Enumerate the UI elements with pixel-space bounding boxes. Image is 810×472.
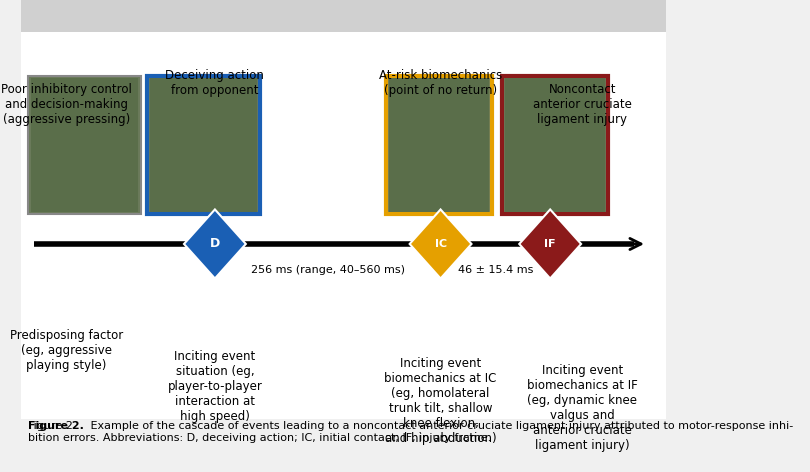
Text: At-risk biomechanics
(point of no return): At-risk biomechanics (point of no return… (379, 69, 502, 97)
FancyBboxPatch shape (147, 76, 260, 214)
FancyBboxPatch shape (28, 76, 141, 214)
FancyBboxPatch shape (502, 76, 608, 214)
Text: IF: IF (544, 239, 556, 249)
Text: D: D (210, 237, 220, 251)
FancyBboxPatch shape (505, 78, 605, 212)
Polygon shape (184, 210, 246, 278)
Polygon shape (410, 210, 471, 278)
Text: Deceiving action
from opponent: Deceiving action from opponent (165, 69, 264, 97)
Text: Figure 2.: Figure 2. (28, 421, 83, 431)
Text: Inciting event
situation (eg,
player-to-player
interaction at
high speed): Inciting event situation (eg, player-to-… (168, 350, 262, 423)
Text: 46 ± 15.4 ms: 46 ± 15.4 ms (458, 265, 533, 275)
FancyBboxPatch shape (31, 78, 138, 212)
FancyBboxPatch shape (22, 0, 666, 32)
FancyBboxPatch shape (389, 78, 489, 212)
Text: Poor inhibitory control
and decision-making
(aggressive pressing): Poor inhibitory control and decision-mak… (1, 83, 132, 126)
Text: Figure 2.    Example of the cascade of events leading to a noncontact anterior c: Figure 2. Example of the cascade of even… (28, 421, 793, 443)
Text: Predisposing factor
(eg, aggressive
playing style): Predisposing factor (eg, aggressive play… (10, 329, 123, 372)
FancyBboxPatch shape (22, 0, 666, 419)
Polygon shape (519, 210, 581, 278)
FancyBboxPatch shape (386, 76, 492, 214)
Text: Noncontact
anterior cruciate
ligament injury: Noncontact anterior cruciate ligament in… (533, 83, 632, 126)
Text: 256 ms (range, 40–560 ms): 256 ms (range, 40–560 ms) (251, 265, 405, 275)
FancyBboxPatch shape (151, 78, 257, 212)
Text: Inciting event
biomechanics at IF
(eg, dynamic knee
valgus and
anterior cruciate: Inciting event biomechanics at IF (eg, d… (527, 363, 637, 452)
Text: IC: IC (434, 239, 446, 249)
Text: Inciting event
biomechanics at IC
(eg, homolateral
trunk tilt, shallow
knee flex: Inciting event biomechanics at IC (eg, h… (385, 357, 497, 445)
